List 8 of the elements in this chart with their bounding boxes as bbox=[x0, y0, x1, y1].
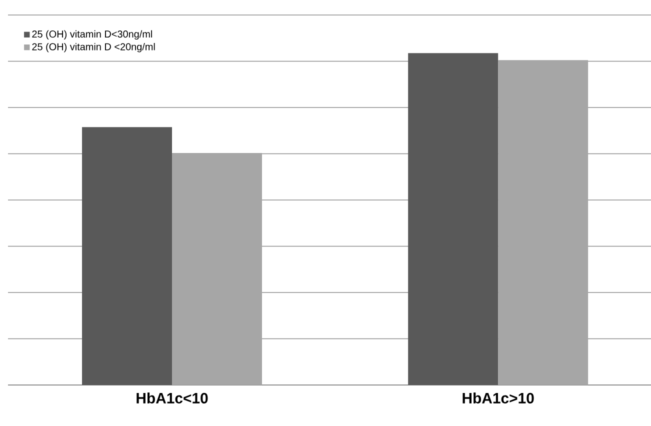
bar bbox=[82, 127, 172, 385]
bar bbox=[172, 153, 262, 385]
bar bbox=[498, 60, 588, 385]
x-tick-label: HbA1c>10 bbox=[462, 392, 534, 404]
bar bbox=[408, 53, 498, 385]
x-tick-label: HbA1c<10 bbox=[136, 392, 208, 404]
legend-label: 25 (OH) vitamin D<30ng/ml bbox=[32, 30, 152, 40]
legend-label: 25 (OH) vitamin D <20ng/ml bbox=[32, 42, 155, 52]
